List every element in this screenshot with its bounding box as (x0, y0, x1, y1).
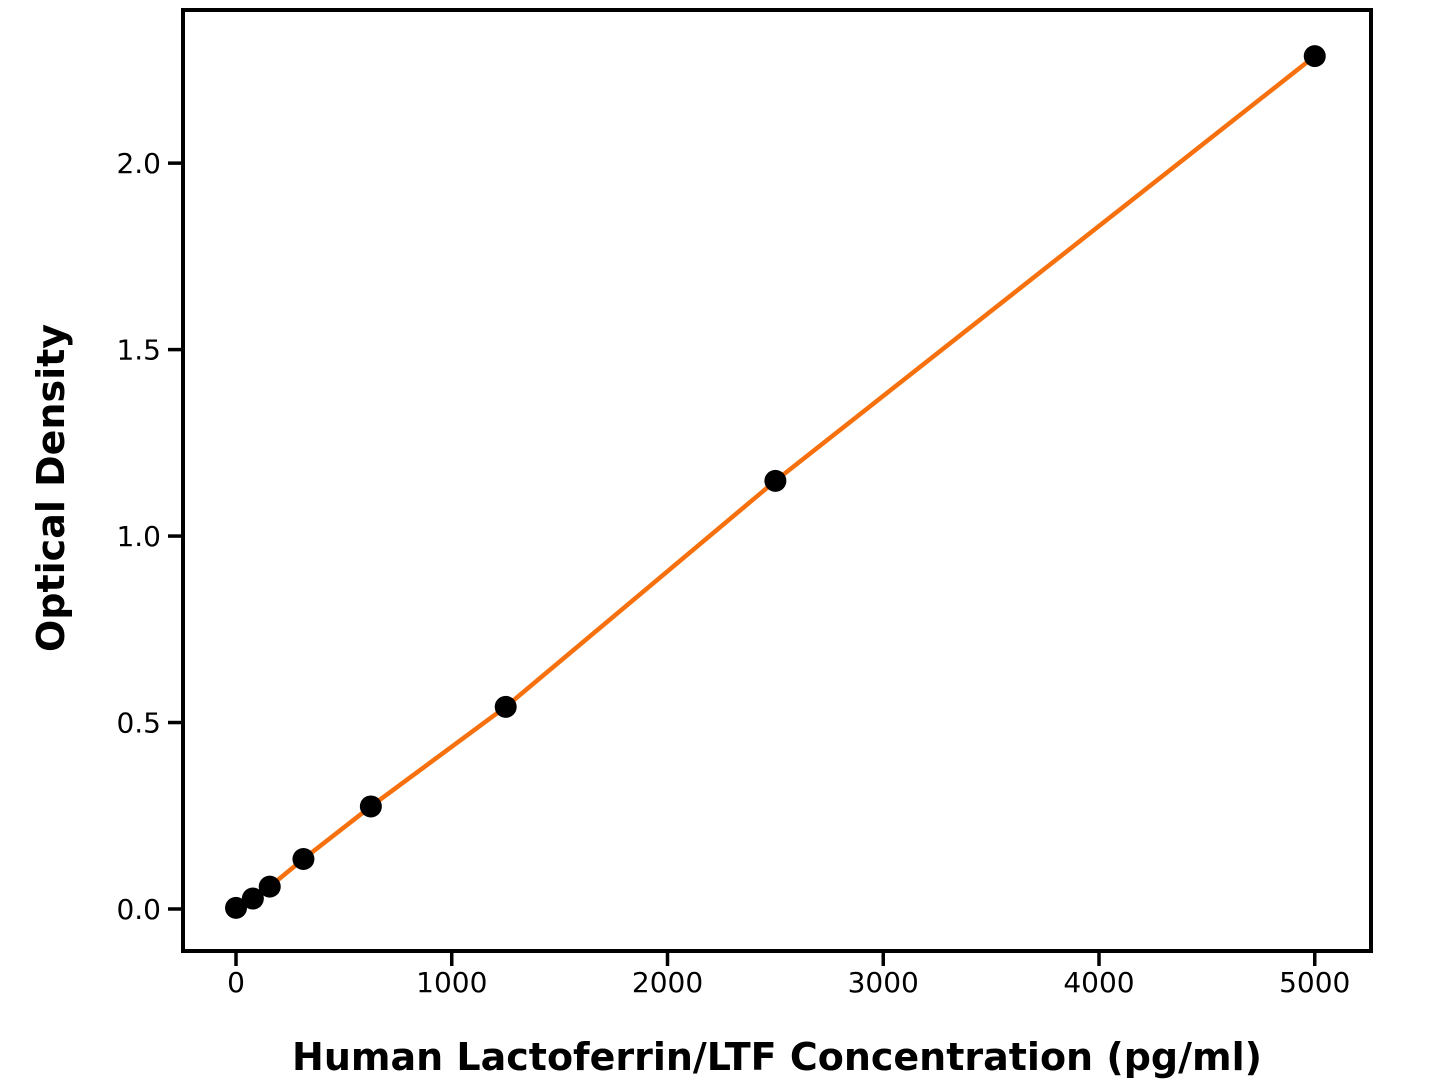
plot-border (181, 8, 1373, 953)
data-point (225, 896, 248, 919)
x-tick-label: 4000 (1063, 966, 1134, 999)
data-point (258, 875, 281, 898)
data-point (764, 469, 787, 492)
y-tick-label: 1.5 (116, 334, 161, 367)
data-point (241, 887, 264, 910)
x-axis: 0 1000 2000 3000 4000 5000 (227, 953, 1350, 999)
y-tick-label: 0.5 (116, 707, 161, 740)
x-tick-label: 0 (227, 966, 245, 999)
y-axis: 0.0 0.5 1.0 1.5 2.0 (116, 147, 181, 926)
x-tick-label: 2000 (632, 966, 703, 999)
data-point (1303, 45, 1326, 68)
x-tick-label: 5000 (1279, 966, 1350, 999)
data-point (292, 848, 315, 871)
y-tick-label: 1.0 (116, 520, 161, 553)
y-tick-label: 0.0 (116, 893, 161, 926)
x-axis-label: Human Lactoferrin/LTF Concentration (pg/… (292, 1035, 1262, 1079)
y-axis-label: Optical Density (29, 324, 73, 652)
data-points (225, 45, 1326, 919)
y-tick-label: 2.0 (116, 147, 161, 180)
data-point (494, 695, 517, 718)
x-tick-label: 3000 (848, 966, 919, 999)
data-point (359, 795, 382, 818)
x-tick-label: 1000 (416, 966, 487, 999)
